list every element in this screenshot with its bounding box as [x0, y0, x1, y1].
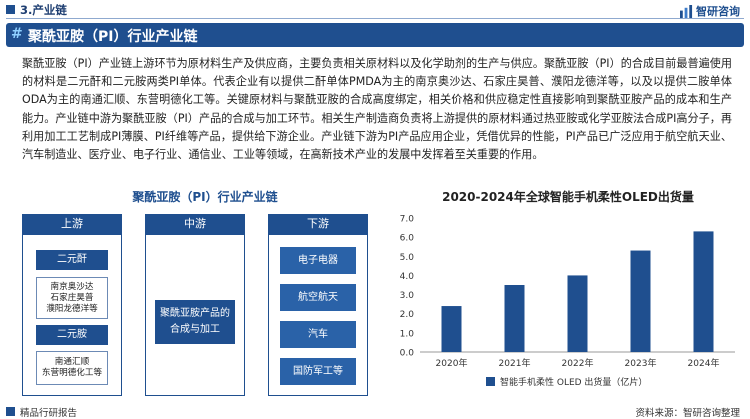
x-tick-label: 2021年 — [499, 357, 531, 369]
footer-source: 资料来源：智研咨询整理 — [635, 408, 740, 419]
downstream-item: 电子电器 — [280, 247, 356, 274]
y-tick-label: 1.0 — [400, 329, 415, 339]
bar — [567, 275, 588, 352]
legend-label: 智能手机柔性 OLED 出货量（亿片） — [500, 376, 647, 388]
footer-left: 精品行研报告 — [20, 408, 78, 419]
y-tick-label: 7.0 — [400, 215, 415, 225]
downstream-item: 航空航天 — [280, 284, 356, 311]
diagram-title: 聚酰亚胺（PI）行业产业链 — [132, 190, 278, 204]
y-tick-label: 3.0 — [400, 291, 415, 301]
company-name: 南京奥沙达 — [50, 281, 94, 292]
x-tick-label: 2023年 — [625, 357, 657, 369]
x-tick-label: 2024年 — [688, 357, 720, 369]
upstream-header: 上游 — [22, 214, 122, 234]
top-bar: 3.产业链 — [0, 0, 750, 22]
upstream-group-1-label: 二元酐 — [36, 250, 108, 270]
section-marker — [6, 5, 15, 14]
hash-icon: # — [11, 26, 23, 42]
legend-swatch — [486, 377, 495, 386]
upstream-group-2-label: 二元胺 — [36, 325, 108, 345]
y-tick-label: 0.0 — [400, 349, 415, 359]
company-name: 石家庄昊普 — [50, 292, 94, 303]
page-title: 聚酰亚胺（PI）行业产业链 — [28, 29, 198, 45]
bar — [441, 306, 462, 352]
y-tick-label: 2.0 — [400, 310, 415, 320]
bar — [693, 231, 714, 352]
midstream-box: 聚酰亚胺产品的 合成与加工 — [155, 300, 235, 344]
body-paragraph: 聚酰亚胺（PI）产业链上游环节为原材料生产及供应商，主要负责相关原材料以及化学助… — [22, 57, 732, 162]
chart-title: 2020-2024年全球智能手机柔性OLED出货量 — [442, 190, 694, 204]
y-tick-label: 5.0 — [400, 253, 415, 263]
downstream-item: 国防军工等 — [280, 358, 356, 385]
downstream-header: 下游 — [268, 214, 368, 234]
midstream-line: 合成与加工 — [170, 324, 220, 335]
company-name: 南通汇顺 — [54, 357, 90, 367]
brand-logo-icon — [680, 4, 693, 18]
section-label: 3.产业链 — [20, 3, 67, 17]
midstream-header: 中游 — [145, 214, 245, 234]
y-tick-label: 6.0 — [400, 234, 415, 244]
bar — [630, 250, 651, 352]
bar — [504, 285, 525, 352]
footer: 精品行研报告 资料来源：智研咨询整理 — [6, 404, 744, 419]
downstream-item: 汽车 — [280, 321, 356, 348]
title-band: # 聚酰亚胺（PI）行业产业链 — [6, 23, 744, 47]
footer-marker — [6, 407, 15, 416]
upstream-group-2-companies: 南通汇顺 东营明德化工等 — [36, 351, 108, 385]
divider — [6, 18, 744, 19]
midstream-frame — [145, 234, 245, 396]
downstream-frame — [268, 234, 368, 396]
x-tick-label: 2020年 — [436, 357, 468, 369]
company-name: 濮阳龙德洋等 — [46, 303, 98, 314]
brand-name: 智研咨询 — [696, 5, 740, 18]
y-tick-label: 4.0 — [400, 272, 415, 282]
brand: 智研咨询 — [680, 3, 740, 19]
midstream-line: 聚酰亚胺产品的 — [160, 308, 230, 319]
upstream-group-1-companies: 南京奥沙达 石家庄昊普 濮阳龙德洋等 — [36, 277, 108, 319]
upstream-frame — [22, 234, 122, 396]
company-name: 东营明德化工等 — [41, 368, 103, 378]
x-tick-label: 2022年 — [562, 357, 594, 369]
